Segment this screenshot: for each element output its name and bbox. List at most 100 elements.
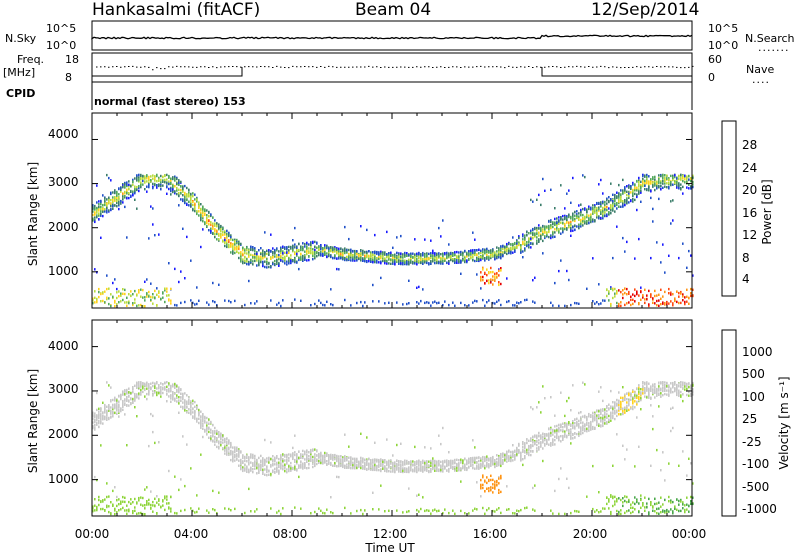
velocity-cell (248, 468, 250, 471)
power-cell (594, 211, 596, 214)
velocity-cell (100, 417, 102, 421)
velocity-cell (158, 392, 160, 395)
velocity-cell (112, 412, 114, 415)
power-cell (652, 297, 654, 300)
power-cell (314, 250, 316, 254)
power-cell (658, 299, 660, 302)
velocity-cell (108, 384, 110, 387)
power-cell (388, 255, 390, 259)
power-cell (570, 303, 572, 307)
velocity-cell (104, 409, 106, 412)
power-cell (654, 178, 656, 181)
velocity-cell (146, 397, 148, 401)
power-cell (210, 229, 212, 233)
velocity-cell (336, 454, 338, 458)
power-cell (618, 201, 620, 205)
velocity-cell (96, 414, 98, 417)
power-cell (584, 175, 586, 179)
power-cell (292, 244, 294, 248)
power-cell (388, 252, 390, 255)
velocity-cell (372, 464, 374, 467)
power-cell (570, 215, 572, 219)
power-cell (492, 283, 494, 286)
velocity-cell (230, 450, 232, 453)
power-cell (286, 263, 288, 266)
velocity-cell (270, 472, 272, 476)
power-cell (488, 251, 490, 254)
velocity-cell (120, 508, 122, 511)
power-cell (590, 208, 592, 211)
power-cell (128, 180, 130, 183)
power-cell (264, 260, 266, 263)
velocity-cell (118, 411, 120, 414)
power-cell (520, 301, 522, 304)
velocity-cell (106, 381, 108, 384)
velocity-cell (106, 409, 108, 413)
velocity-cell (108, 505, 110, 508)
velocity-cell (358, 465, 360, 468)
power-cell (572, 212, 574, 215)
power-cell (290, 259, 292, 262)
velocity-cell (324, 458, 326, 462)
power-cell (214, 233, 216, 236)
velocity-cell (156, 387, 158, 390)
velocity-cell (100, 500, 102, 504)
power-cell (548, 230, 550, 233)
velocity-cell (234, 450, 236, 454)
power-cell (330, 254, 332, 257)
velocity-cell (164, 382, 166, 385)
power-cell (212, 222, 214, 225)
power-cell (498, 251, 500, 254)
power-cell (558, 231, 560, 234)
station-title: Hankasalmi (fitACF) (92, 0, 261, 20)
velocity-cell (248, 463, 250, 466)
power-cell (550, 219, 552, 222)
velocity-cell (344, 455, 346, 458)
velocity-cell (226, 444, 228, 447)
power-cell (458, 251, 460, 254)
power-cell (368, 250, 370, 253)
power-cell (474, 253, 476, 256)
power-cell (212, 227, 214, 230)
power-cell (668, 187, 670, 190)
velocity-cell (100, 420, 102, 423)
power-cell (168, 298, 170, 301)
power-cell (262, 264, 264, 268)
power-cell (636, 189, 638, 192)
velocity-cell (258, 465, 260, 468)
power-cell (392, 260, 394, 264)
power-cell (560, 227, 562, 230)
power-cell (294, 226, 296, 230)
velocity-cell (320, 509, 322, 512)
power-cell (380, 262, 382, 265)
velocity-cell (218, 433, 220, 436)
power-cell (552, 304, 554, 307)
velocity-cell (372, 491, 374, 494)
power-cell (606, 214, 608, 217)
power-cell (440, 253, 442, 256)
velocity-cell (396, 459, 398, 462)
power-cell (120, 190, 122, 193)
velocity-cell (140, 388, 142, 392)
power-cell (138, 291, 140, 294)
power-cell (334, 250, 336, 253)
power-cell (668, 254, 670, 257)
velocity-cell (100, 444, 102, 447)
power-cell (176, 177, 178, 181)
power-cell (524, 234, 526, 237)
power-cell (110, 191, 112, 194)
power-cell (124, 194, 126, 198)
power-cell (292, 249, 294, 252)
power-cell (672, 293, 674, 296)
power-cell (118, 207, 120, 211)
power-cell (490, 256, 492, 260)
power-cell (484, 248, 486, 251)
velocity-cell (112, 410, 114, 414)
power-cell (510, 246, 512, 250)
power-cell (530, 246, 532, 249)
power-cell (280, 251, 282, 254)
power-cell (202, 220, 204, 223)
power-cell (488, 281, 490, 285)
velocity-cell (130, 498, 132, 501)
velocity-cell (294, 458, 296, 462)
